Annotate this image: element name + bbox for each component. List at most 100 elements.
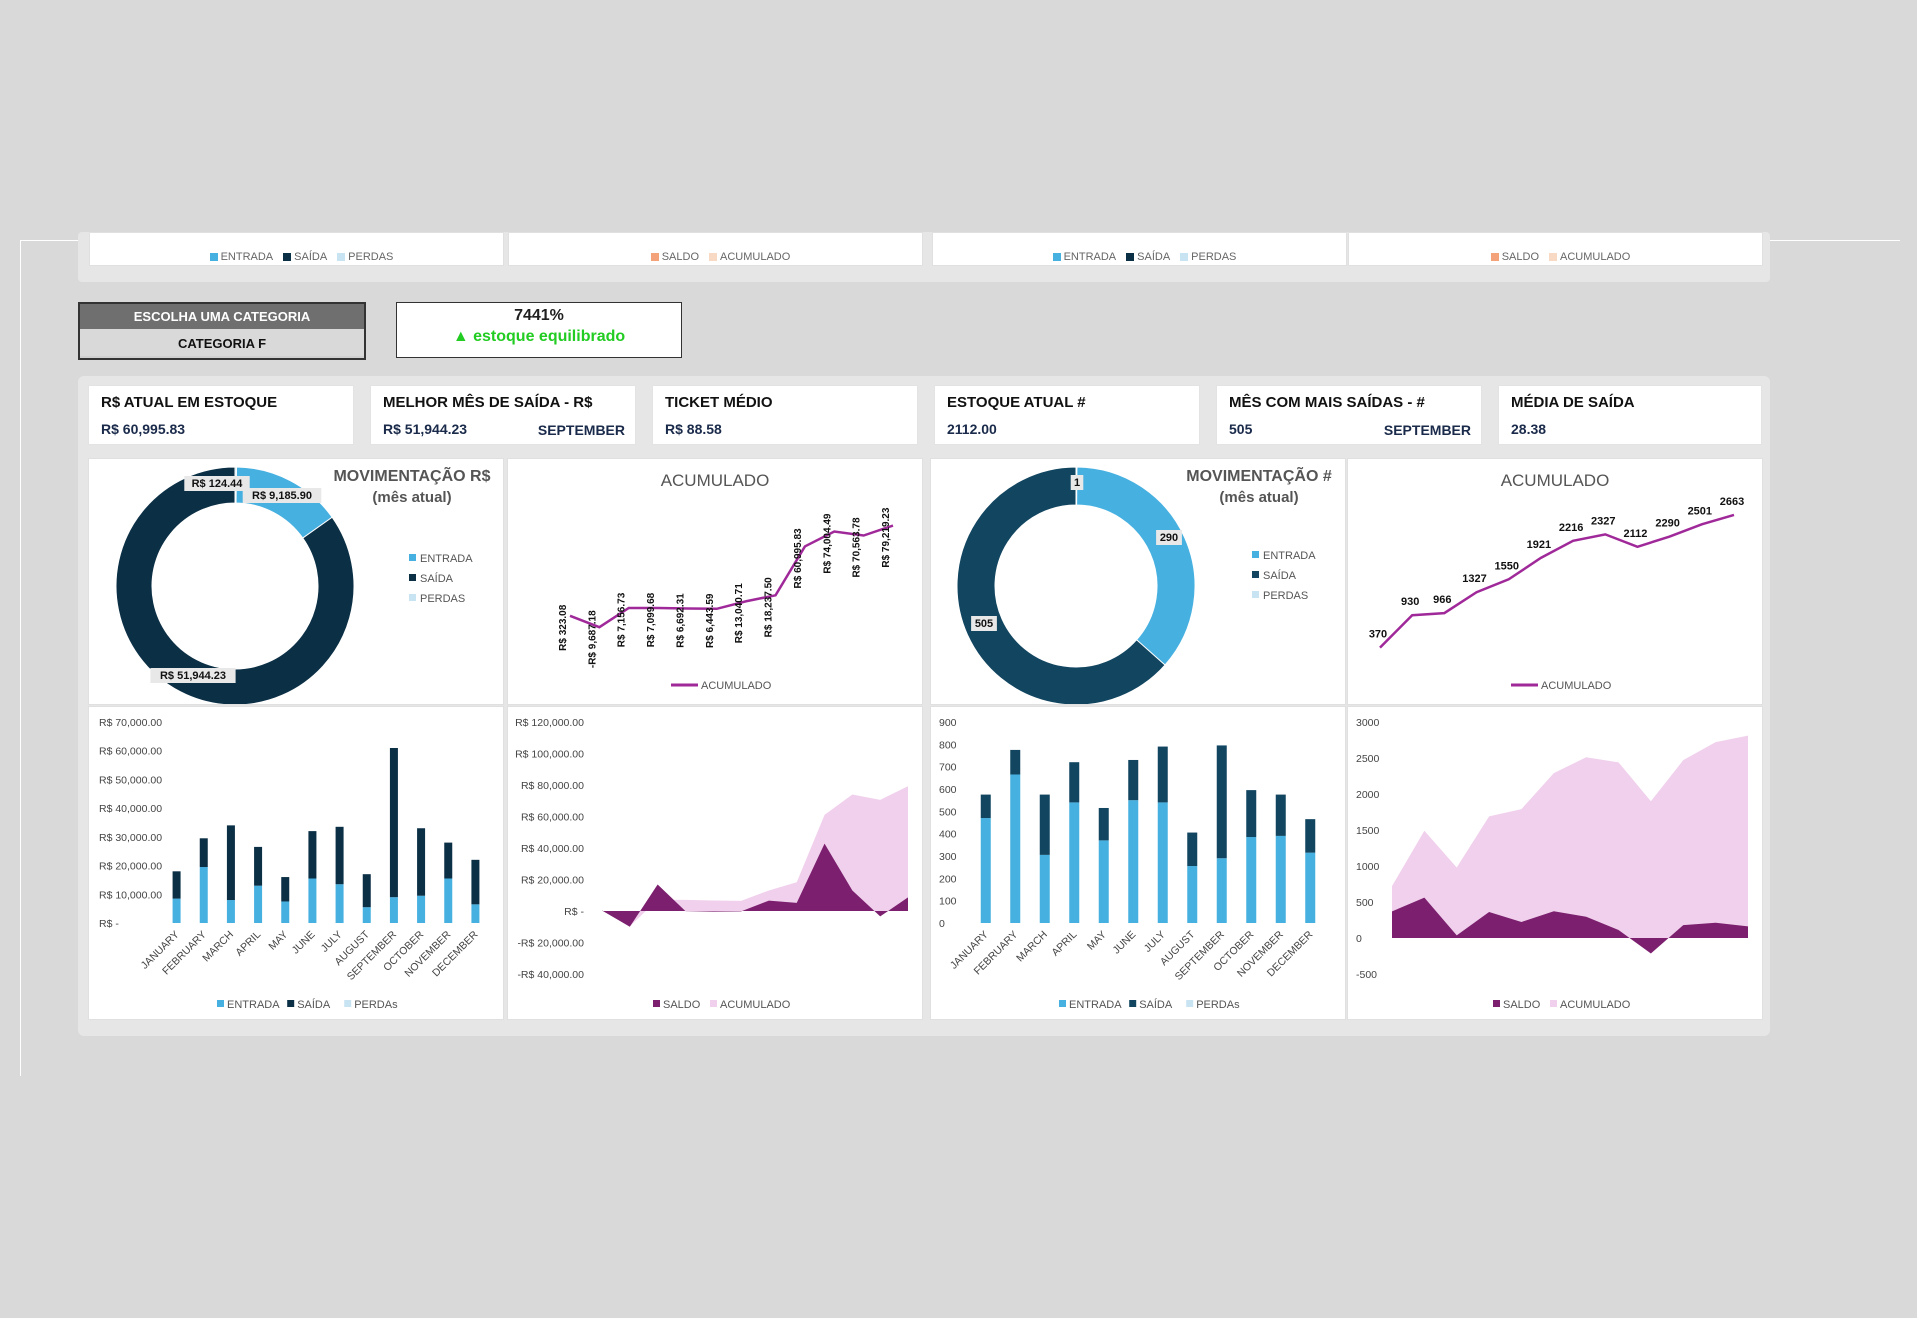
legend-label: ENTRADA bbox=[1069, 999, 1122, 1011]
data-label: 2663 bbox=[1720, 496, 1744, 508]
bar-entrada bbox=[1069, 802, 1080, 923]
kpi-card-stock-value: R$ ATUAL EM ESTOQUE R$ 60,995.83 bbox=[88, 385, 354, 445]
bar-saída bbox=[1187, 832, 1198, 867]
bar-entrada bbox=[362, 907, 371, 923]
bar-entrada bbox=[254, 885, 263, 923]
data-label: 2290 bbox=[1655, 518, 1679, 530]
y-tick-label: 500 bbox=[939, 806, 957, 818]
bar-entrada bbox=[471, 904, 480, 923]
data-label: R$ 18,237.50 bbox=[764, 577, 775, 637]
y-tick-label: 600 bbox=[939, 784, 957, 796]
y-tick-label: 100 bbox=[939, 896, 957, 908]
y-tick-label: R$ 50,000.00 bbox=[99, 774, 162, 786]
data-label: 2216 bbox=[1559, 522, 1583, 534]
sheet-border-left bbox=[20, 240, 21, 1076]
chart-svg: 290 505 1 MOVIMENTAÇÃO # (mês atual) ENTRADA S… bbox=[956, 465, 1332, 704]
legend-swatch bbox=[650, 253, 659, 262]
bar-entrada bbox=[417, 895, 426, 923]
data-label: 370 bbox=[1369, 629, 1387, 641]
data-label: R$ 7,156.73 bbox=[617, 592, 628, 647]
bar-saída bbox=[172, 871, 181, 899]
chart-title: ACUMULADO bbox=[1501, 471, 1610, 490]
legend-swatch bbox=[344, 1000, 352, 1007]
kpi-card-stock-quantity: ESTOQUE ATUAL # 2112.00 bbox=[934, 385, 1200, 445]
legend-swatch bbox=[217, 1000, 224, 1007]
kpi-title: MÉDIA DE SAÍDA bbox=[1511, 394, 1635, 411]
y-tick-label: R$ 100,000.00 bbox=[515, 749, 584, 761]
legend-swatch bbox=[1252, 571, 1259, 578]
legend-label: ACUMULADO bbox=[720, 999, 791, 1011]
strip-card-1: ENTRADA SAÍDA PERDAS bbox=[89, 232, 504, 266]
chart-subtitle: (mês atual) bbox=[372, 489, 451, 506]
y-tick-label: 3000 bbox=[1356, 717, 1380, 729]
bar-entrada bbox=[980, 818, 991, 923]
y-tick-label: R$ 20,000.00 bbox=[99, 861, 162, 873]
stock-status-box: 7441% ▲ estoque equilibrado bbox=[396, 302, 682, 358]
chart-svg: ACUMULADO R$ 323.08 -R$ 9,687.18 R$ 7,156.7… bbox=[558, 471, 894, 692]
kpi-card-best-month-quantity: MÊS COM MAIS SAÍDAS - # 505 SEPTEMBER bbox=[1216, 385, 1482, 445]
data-label-group: 1 bbox=[1070, 475, 1084, 490]
chart-accumulated-value-line: ACUMULADO R$ 323.08 -R$ 9,687.18 R$ 7,156.7… bbox=[507, 458, 923, 705]
category-selector-value[interactable]: CATEGORIA F bbox=[80, 329, 364, 356]
doughnut-slice-saída bbox=[956, 466, 1166, 704]
bar-saída bbox=[1157, 746, 1168, 803]
kpi-title: ESTOQUE ATUAL # bbox=[947, 394, 1086, 411]
data-label: R$ 70,563.78 bbox=[852, 517, 863, 577]
legend-swatch bbox=[1126, 253, 1135, 262]
legend-swatch bbox=[409, 574, 416, 581]
bar-saída bbox=[389, 748, 398, 898]
data-label: R$ 60,995.83 bbox=[793, 528, 804, 588]
doughnut-slice-saída bbox=[115, 466, 355, 704]
strip-legend-4: SALDO ACUMULADO bbox=[1349, 251, 1762, 263]
bar-saída bbox=[362, 874, 371, 908]
data-label: 505 bbox=[975, 618, 993, 630]
data-label: R$ 51,944.23 bbox=[160, 670, 226, 682]
legend-swatch bbox=[710, 1000, 717, 1007]
y-tick-label: R$ 70,000.00 bbox=[99, 717, 162, 729]
y-tick-label: R$ 20,000.00 bbox=[521, 875, 584, 887]
bar-entrada bbox=[226, 900, 235, 923]
data-label-box bbox=[184, 476, 250, 491]
kpi-title: TICKET MÉDIO bbox=[665, 394, 773, 411]
legend-swatch bbox=[1052, 253, 1061, 262]
data-label: 2501 bbox=[1688, 505, 1712, 517]
area-saldo bbox=[602, 843, 908, 927]
bar-saída bbox=[1010, 749, 1021, 775]
data-label: 966 bbox=[1433, 594, 1451, 606]
area-saldo bbox=[1392, 897, 1748, 954]
x-tick-label: JUNE bbox=[1110, 929, 1138, 957]
legend-label: SAÍDA bbox=[297, 998, 331, 1011]
bar-entrada bbox=[1128, 800, 1139, 923]
bar-saída bbox=[980, 794, 991, 819]
legend-label: SAÍDA bbox=[1137, 251, 1171, 263]
kpi-value: 28.38 bbox=[1511, 421, 1547, 437]
legend-label: PERDAS bbox=[1191, 251, 1237, 263]
y-tick-label: 0 bbox=[1356, 933, 1362, 945]
data-label: 1921 bbox=[1527, 539, 1551, 551]
legend-swatch bbox=[209, 253, 218, 262]
bar-saída bbox=[471, 859, 480, 905]
kpi-value: R$ 60,995.83 bbox=[101, 421, 186, 437]
category-selector[interactable]: ESCOLHA UMA CATEGORIA CATEGORIA F bbox=[78, 302, 366, 360]
bar-entrada bbox=[1275, 835, 1286, 923]
bar-saída bbox=[335, 826, 344, 885]
bar-entrada bbox=[444, 878, 453, 923]
legend-swatch bbox=[1186, 1000, 1194, 1007]
strip-legend-3: ENTRADA SAÍDA PERDAS bbox=[933, 251, 1346, 263]
stock-status-message: ▲ estoque equilibrado bbox=[452, 328, 626, 345]
kpi-title: MÊS COM MAIS SAÍDAS - # bbox=[1229, 394, 1425, 411]
bar-saída bbox=[1128, 759, 1139, 801]
y-tick-label: R$ 120,000.00 bbox=[515, 717, 584, 729]
data-label: R$ 13,040.71 bbox=[734, 583, 745, 643]
y-tick-label: 900 bbox=[939, 717, 957, 729]
legend-label: PERDAs bbox=[354, 999, 398, 1011]
y-tick-label: 500 bbox=[1356, 897, 1374, 909]
legend-label: ENTRADA bbox=[227, 999, 280, 1011]
data-label-group: 290 bbox=[1156, 530, 1182, 545]
chart-monthly-quantity-bars: 900 800 700 600 500 400 300 200 100 0 JANUARY FEBRU… bbox=[930, 706, 1346, 1020]
bar-entrada bbox=[1246, 837, 1257, 923]
x-tick-label: JULY bbox=[1142, 929, 1168, 955]
y-tick-label: 1500 bbox=[1356, 825, 1380, 837]
bar-saída bbox=[417, 828, 426, 896]
kpi-value: R$ 88.58 bbox=[665, 421, 722, 437]
